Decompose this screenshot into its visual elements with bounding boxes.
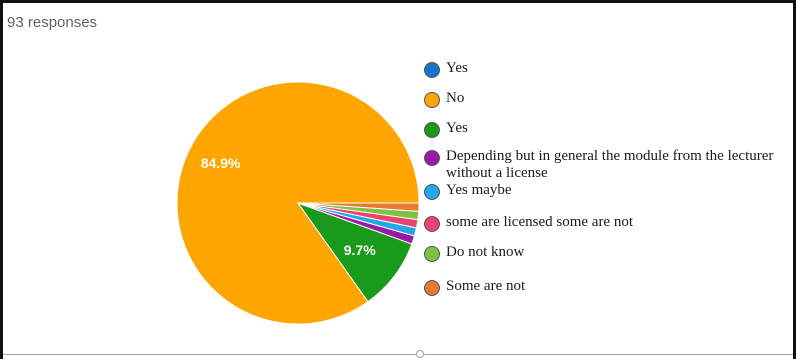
legend-swatch-icon <box>424 280 440 296</box>
resize-handle[interactable] <box>416 350 424 358</box>
legend-item[interactable]: some are licensed some are not <box>424 214 633 232</box>
legend-swatch-icon <box>424 184 440 200</box>
legend-item[interactable]: Yes maybe <box>424 182 512 200</box>
legend-item[interactable]: Yes <box>424 120 468 138</box>
pie-slice[interactable] <box>297 202 420 212</box>
legend-item[interactable]: Some are not <box>424 278 525 296</box>
legend-label: Some are not <box>446 278 526 294</box>
legend-label: some are licensed some are not <box>446 214 634 230</box>
legend-item[interactable]: Do not know <box>424 244 524 262</box>
legend-swatch-icon <box>424 216 440 232</box>
legend-label: Depending but in general the module from… <box>446 148 774 181</box>
legend-swatch-icon <box>424 150 440 166</box>
legend-label: Do not know <box>446 244 525 260</box>
legend-swatch-icon <box>424 246 440 262</box>
legend-item[interactable]: Yes <box>424 60 468 78</box>
legend-label: Yes <box>446 120 468 136</box>
slice-percent-label: 9.7% <box>344 242 376 258</box>
bottom-divider <box>3 354 793 355</box>
pie-chart: 84.9% 9.7% <box>176 81 420 325</box>
legend-swatch-icon <box>424 62 440 78</box>
legend-swatch-icon <box>424 92 440 108</box>
legend-label: Yes maybe <box>446 182 512 198</box>
responses-count: 93 responses <box>7 14 98 31</box>
legend-label: No <box>446 90 465 106</box>
pie-slice[interactable] <box>296 201 413 303</box>
legend-swatch-icon <box>424 122 440 138</box>
legend-item[interactable]: No <box>424 90 464 108</box>
legend-item[interactable]: Depending but in general the module from… <box>424 148 792 182</box>
legend-label: Yes <box>446 60 468 76</box>
slice-percent-label: 84.9% <box>201 155 241 171</box>
